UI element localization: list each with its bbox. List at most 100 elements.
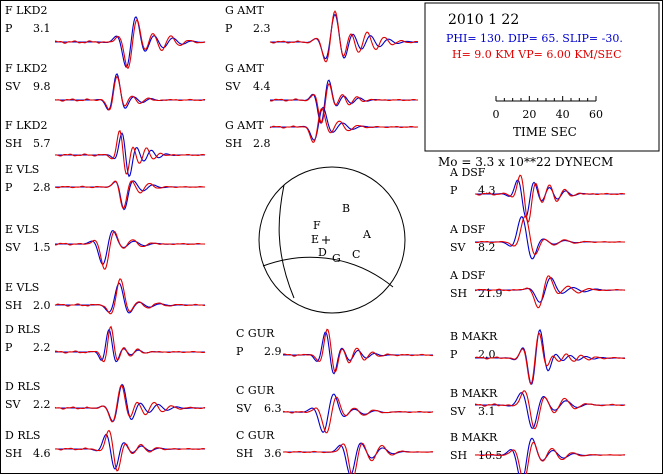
observed-waveform [269,10,419,63]
trace-component-label: SV [450,241,467,254]
trace-component-label: P [236,345,244,358]
synthetic-waveform [55,229,205,265]
trace-station-label: F LKD2 [5,62,47,75]
observed-waveform [474,390,626,430]
observed-waveform [283,442,434,474]
trace-station-label: G AMT [225,62,264,75]
time-axis-label: TIME SEC [513,125,577,139]
observed-waveform [475,174,626,224]
trace-panel: E VLS SH 2.0 [5,278,206,315]
trace-amplitude-label: 1.5 [33,241,51,254]
trace-station-label: C GUR [236,327,275,340]
observed-waveform [54,75,206,111]
trace-panel: D RLS SH 4.6 [5,429,206,472]
trace-component-label: SH [225,137,242,150]
trace-station-label: D RLS [5,429,40,442]
trace-amplitude-label: 5.7 [33,137,51,150]
trace-component-label: SH [5,137,22,150]
synthetic-waveform [270,79,418,125]
nodal-plane-2 [262,256,394,288]
trace-station-label: B MAKR [450,431,498,444]
trace-station-label: B MAKR [450,330,498,343]
trace-station-label: F LKD2 [5,119,47,132]
trace-station-label: E VLS [5,281,39,294]
trace-component-label: SH [5,447,22,460]
time-scale-tick-label: 40 [556,108,570,121]
trace-component-label: SH [450,449,467,462]
observed-waveform [54,18,206,70]
trace-component-label: SV [236,402,253,415]
trace-component-label: P [450,184,458,197]
synthetic-waveform [55,383,205,423]
trace-station-label: D RLS [5,380,40,393]
trace-component-label: P [225,22,233,35]
observed-waveform [54,325,206,363]
seismic-moment: Mo = 3.3 x 10**22 DYNECM [438,155,613,169]
trace-component-label: P [5,341,13,354]
trace-panel: D RLS SV 2.2 [5,380,206,423]
trace-panel: G AMT P 2.3 [225,4,419,63]
trace-amplitude-label: 3.6 [264,447,282,460]
synthetic-waveform [55,328,205,363]
synthetic-waveform [55,282,205,314]
observed-waveform [269,82,418,124]
synthetic-waveform [283,393,433,433]
trace-component-label: P [5,22,13,35]
trace-component-label: SV [225,80,242,93]
header-box: 2010 1 22 PHI= 130. DIP= 65. SLIP= -30. … [424,2,660,152]
trace-panel: F LKD2 P 3.1 [5,4,206,70]
center-cross [322,236,330,244]
trace-panel: B MAKR SV 3.1 [450,387,626,430]
trace-station-label: A DSF [449,166,486,179]
trace-amplitude-label: 3.1 [33,22,51,35]
trace-component-label: SH [5,299,22,312]
mechanism-text: PHI= 130. DIP= 65. SLIP= -30. [446,32,623,45]
trace-amplitude-label: 2.3 [253,22,271,35]
observed-waveform [474,215,625,256]
synthetic-waveform [475,392,625,429]
trace-component-label: SV [450,405,467,418]
observed-waveform [269,107,418,144]
trace-component-label: SH [450,287,467,300]
synthetic-waveform [55,180,205,211]
trace-panel: G AMT SV 4.4 [225,62,418,125]
station-mark-D: D [318,246,327,259]
observed-waveform [54,230,206,270]
trace-station-label: F LKD2 [5,4,47,17]
header-frame [424,2,660,152]
observed-waveform [474,275,626,309]
trace-station-label: B MAKR [450,387,498,400]
trace-panel: F LKD2 SH 5.7 [5,119,206,178]
synthetic-waveform [475,216,625,260]
observed-waveform [282,328,434,373]
trace-panel: E VLS P 2.8 [5,163,205,211]
synthetic-waveform [55,16,206,68]
trace-station-label: G AMT [225,4,264,17]
synthetic-waveform [270,106,418,141]
time-scale-tick-label: 0 [493,108,500,121]
trace-amplitude-label: 8.2 [478,241,496,254]
trace-panel: E VLS SV 1.5 [5,223,206,270]
trace-amplitude-label: 3.1 [478,405,496,418]
depth-velocity-text: H= 9.0 KM VP= 6.00 KM/SEC [452,48,622,61]
station-mark-E: E [311,233,319,246]
trace-amplitude-label: 2.0 [33,299,51,312]
station-mark-G: G [332,252,341,265]
trace-panel: C GUR SV 6.3 [236,384,434,434]
synthetic-waveform [270,13,418,60]
observed-waveform [54,180,205,209]
trace-component-label: SV [5,80,22,93]
trace-component-label: SV [5,241,22,254]
trace-amplitude-label: 2.2 [33,341,51,354]
synthetic-waveform [55,72,205,111]
trace-amplitude-label: 2.8 [253,137,271,150]
synthetic-waveform [283,331,433,375]
observed-waveform [54,278,206,315]
trace-amplitude-label: 2.9 [264,345,282,358]
trace-panel: F LKD2 SV 9.8 [5,62,206,111]
trace-panel: C GUR P 2.9 [236,327,434,375]
trace-station-label: A DSF [449,269,486,282]
